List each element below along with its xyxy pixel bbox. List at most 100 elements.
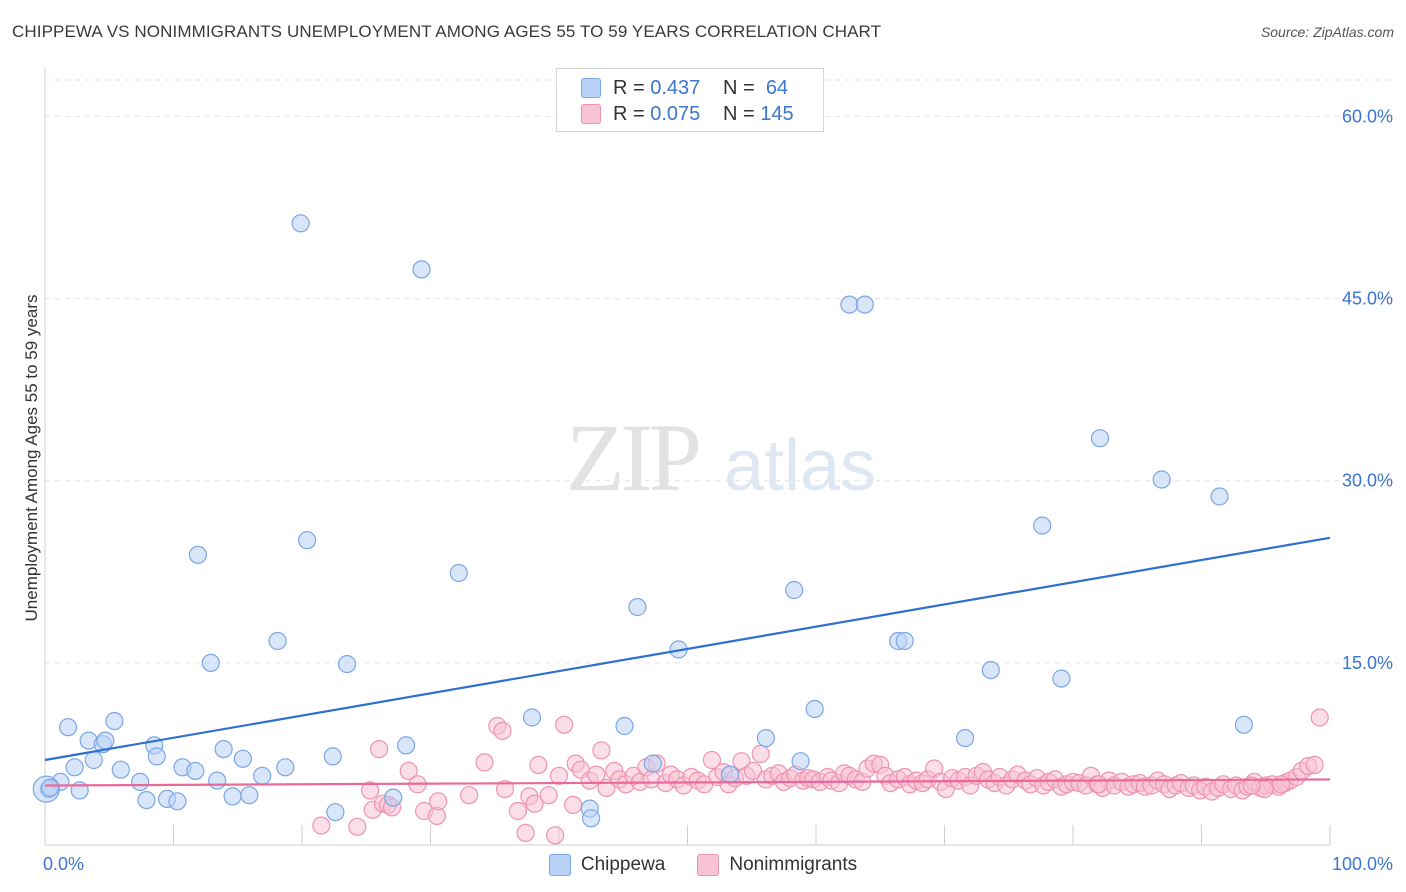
point-chippewa-61 bbox=[1234, 715, 1254, 734]
legend-label-nonimmigrants: Nonimmigrants bbox=[729, 854, 858, 875]
trend-line-chippewa bbox=[44, 536, 1331, 762]
point-nonimmigrants-49 bbox=[702, 750, 722, 770]
point-chippewa-14 bbox=[147, 747, 166, 766]
legend-row-nonimmigrants: R = 0.075 N = 145 bbox=[581, 102, 794, 126]
series-chippewa-points bbox=[32, 214, 1254, 828]
point-nonimmigrants-23 bbox=[539, 786, 558, 805]
point-chippewa-20 bbox=[201, 653, 220, 673]
point-chippewa-38 bbox=[522, 708, 542, 727]
point-chippewa-22 bbox=[214, 739, 233, 759]
point-chippewa-12 bbox=[137, 790, 156, 810]
point-nonimmigrants-150 bbox=[1310, 708, 1329, 727]
point-chippewa-8 bbox=[96, 731, 115, 750]
point-chippewa-16 bbox=[168, 792, 187, 811]
legend-r-chippewa: R = 0.437 bbox=[613, 76, 701, 99]
point-chippewa-6 bbox=[84, 750, 103, 770]
point-chippewa-30 bbox=[298, 531, 317, 550]
point-chippewa-59 bbox=[1152, 470, 1171, 489]
point-chippewa-54 bbox=[955, 728, 975, 748]
point-nonimmigrants-32 bbox=[592, 741, 611, 760]
legend-label-chippewa: Chippewa bbox=[580, 854, 666, 875]
point-chippewa-40 bbox=[581, 809, 601, 828]
point-nonimmigrants-17 bbox=[495, 779, 515, 799]
legend-swatch-nonimmigrants bbox=[697, 854, 720, 876]
trend-line-nonimmigrants bbox=[44, 778, 1331, 787]
series-nonimmigrants-points bbox=[312, 708, 1329, 845]
point-chippewa-28 bbox=[276, 758, 295, 777]
axis-layer bbox=[44, 68, 1331, 846]
correlation-legend: R = 0.437 N = 64 R = 0.075 N = 145 bbox=[556, 68, 824, 132]
point-nonimmigrants-0 bbox=[312, 816, 331, 835]
legend-swatch-nonimmigrants bbox=[581, 104, 601, 124]
point-nonimmigrants-57 bbox=[751, 744, 770, 764]
point-nonimmigrants-25 bbox=[549, 766, 569, 785]
point-chippewa-18 bbox=[186, 761, 205, 781]
point-nonimmigrants-18 bbox=[508, 801, 528, 821]
point-chippewa-25 bbox=[240, 786, 259, 805]
point-nonimmigrants-19 bbox=[516, 823, 535, 843]
point-nonimmigrants-6 bbox=[370, 739, 389, 759]
chart-title: CHIPPEWA VS NONIMMIGRANTS UNEMPLOYMENT A… bbox=[12, 22, 882, 41]
point-nonimmigrants-8 bbox=[399, 761, 418, 781]
point-chippewa-2 bbox=[58, 718, 78, 737]
point-chippewa-9 bbox=[105, 711, 124, 731]
point-chippewa-24 bbox=[233, 749, 252, 768]
point-chippewa-21 bbox=[208, 771, 227, 790]
point-nonimmigrants-21 bbox=[525, 794, 544, 813]
legend-n-chippewa: N = 64 bbox=[723, 76, 789, 99]
point-chippewa-31 bbox=[323, 747, 342, 766]
point-chippewa-49 bbox=[805, 699, 824, 719]
point-chippewa-11 bbox=[131, 772, 150, 792]
legend-item-chippewa: Chippewa bbox=[548, 854, 666, 876]
point-chippewa-50 bbox=[840, 295, 859, 314]
point-chippewa-35 bbox=[397, 736, 416, 755]
point-chippewa-47 bbox=[785, 580, 804, 600]
legend-swatch-chippewa bbox=[548, 854, 571, 876]
point-chippewa-63 bbox=[40, 778, 60, 798]
point-nonimmigrants-12 bbox=[429, 792, 448, 811]
point-nonimmigrants-1 bbox=[348, 817, 367, 836]
point-chippewa-48 bbox=[791, 752, 810, 771]
point-nonimmigrants-27 bbox=[563, 795, 583, 815]
point-chippewa-33 bbox=[337, 654, 357, 674]
point-chippewa-29 bbox=[291, 214, 310, 233]
point-chippewa-42 bbox=[628, 597, 647, 617]
point-chippewa-27 bbox=[268, 631, 287, 651]
y-axis-label: Unemployment Among Ages 55 to 59 years bbox=[22, 295, 41, 622]
tick-labels: 15.0% 30.0% 45.0% 60.0% 0.0% 100.0% bbox=[43, 106, 1393, 874]
watermark: ZIP atlas bbox=[566, 404, 876, 511]
point-chippewa-46 bbox=[756, 728, 776, 748]
source-credit: Source: ZipAtlas.com bbox=[1260, 24, 1394, 40]
point-chippewa-37 bbox=[449, 563, 468, 583]
point-chippewa-43 bbox=[643, 754, 662, 773]
point-nonimmigrants-14 bbox=[475, 753, 494, 772]
watermark-atlas: atlas bbox=[724, 426, 876, 506]
point-nonimmigrants-24 bbox=[545, 826, 565, 845]
watermark-zip: ZIP bbox=[566, 404, 699, 511]
point-chippewa-10 bbox=[111, 760, 130, 779]
y-tick-label-45: 45.0% bbox=[1342, 289, 1393, 309]
point-chippewa-56 bbox=[1033, 516, 1052, 535]
point-chippewa-36 bbox=[412, 260, 431, 279]
point-chippewa-60 bbox=[1210, 487, 1229, 506]
point-nonimmigrants-154 bbox=[1089, 775, 1108, 794]
point-nonimmigrants-149 bbox=[1305, 755, 1324, 775]
legend-row-chippewa: R = 0.437 N = 64 bbox=[581, 76, 788, 100]
point-chippewa-57 bbox=[1052, 669, 1071, 688]
point-chippewa-53 bbox=[895, 631, 914, 651]
point-nonimmigrants-151 bbox=[1272, 775, 1291, 794]
point-chippewa-3 bbox=[65, 758, 84, 777]
legend-r-nonimmigrants: R = 0.075 bbox=[613, 102, 701, 125]
point-chippewa-58 bbox=[1090, 429, 1110, 448]
point-chippewa-26 bbox=[253, 766, 272, 785]
point-nonimmigrants-153 bbox=[1242, 776, 1261, 795]
point-nonimmigrants-26 bbox=[554, 715, 574, 734]
trend-lines bbox=[44, 536, 1331, 787]
point-chippewa-34 bbox=[384, 788, 403, 807]
x-tick-label-100: 100.0% bbox=[1332, 854, 1393, 874]
legend-n-nonimmigrants: N = 145 bbox=[723, 102, 794, 125]
series-legend: Chippewa Nonimmigrants bbox=[0, 851, 1406, 879]
point-chippewa-32 bbox=[326, 803, 345, 822]
x-tick-label-0: 0.0% bbox=[43, 854, 84, 874]
